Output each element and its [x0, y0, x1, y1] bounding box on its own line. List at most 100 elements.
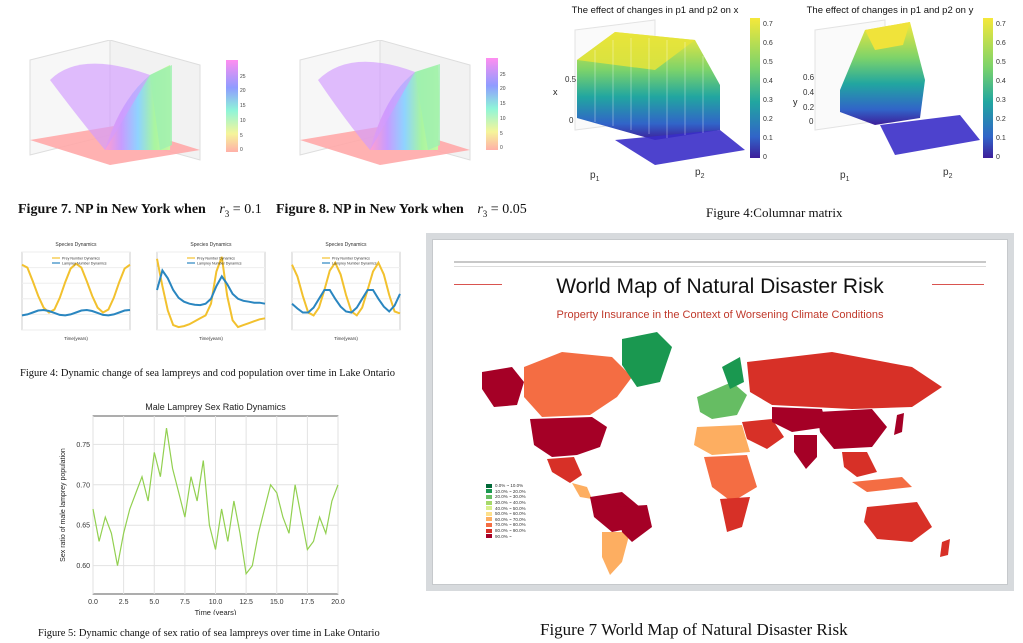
region-brazil: [617, 505, 652, 542]
region-central-america: [572, 483, 592, 499]
species-xlabel: Time(years): [199, 336, 223, 341]
species-panels: Species Dynamics Prey Number Dynamics Lamp…: [8, 238, 403, 348]
svg-text:0.2: 0.2: [803, 103, 815, 112]
map-legend-item: 80.0% ~ 90.0%: [486, 528, 526, 534]
svg-text:0.3: 0.3: [763, 97, 773, 104]
region-north-africa: [694, 425, 750, 455]
surface-colorbar-ticks: 25 20 15 10 5 0: [240, 74, 246, 153]
region-mexico: [547, 457, 582, 483]
species-xlabel: Time(years): [64, 336, 88, 341]
svg-text:0.1: 0.1: [763, 135, 773, 142]
x-tick-label: 15.0: [270, 599, 284, 606]
x-tick-label: 7.5: [180, 599, 190, 606]
bar3d-y-floor: [880, 115, 980, 155]
species-chart-3: Species Dynamics Prey Number DynamicsLamp…: [291, 242, 401, 341]
species-series-line: [21, 308, 131, 317]
svg-text:0.4: 0.4: [803, 88, 815, 97]
map-legend-swatch: [486, 511, 492, 516]
map-title-rule-left: [454, 284, 502, 285]
map-legend-swatch: [486, 522, 492, 527]
map-legend-label: 30.0% ~ 40.0%: [495, 500, 526, 506]
svg-text:0.3: 0.3: [996, 97, 1006, 104]
bar3d-y-block: [840, 22, 925, 125]
sex-ratio-series-line: [92, 428, 339, 576]
sex-ratio-xlabel: Time (years): [195, 608, 237, 615]
region-greenland: [622, 332, 672, 387]
region-central-africa: [704, 455, 757, 502]
surface-colorbar: [226, 60, 238, 152]
map-legend-swatch: [486, 489, 492, 494]
svg-text:0.2: 0.2: [996, 116, 1006, 123]
svg-text:0.4: 0.4: [763, 78, 773, 85]
world-map: [482, 332, 950, 575]
svg-text:0: 0: [569, 116, 574, 125]
surface-plot-r3-0.05: 25 20 15 10 5 0: [299, 40, 506, 165]
species-series-line: [291, 289, 401, 314]
region-australia: [864, 502, 932, 542]
svg-text:p1: p1: [840, 170, 850, 183]
species-legend-label: Prey Number Dynamics: [332, 257, 370, 261]
surface-plot-r3-0.1: 25 20 15 10 5 0: [29, 40, 246, 165]
y-tick-label: 0.75: [76, 442, 90, 449]
svg-text:25: 25: [240, 74, 246, 80]
species-series-line: [156, 256, 266, 329]
x-tick-label: 5.0: [149, 599, 159, 606]
map-legend: 0.0% ~ 10.0% 10.0% ~ 20.0% 20.0% ~ 30.0% 30…: [486, 483, 526, 539]
species-chart-1: Species Dynamics Prey Number DynamicsLamp…: [21, 242, 131, 341]
map-legend-label: 80.0% ~ 90.0%: [495, 528, 526, 534]
map-legend-swatch: [486, 528, 492, 533]
x-tick-label: 17.5: [301, 599, 315, 606]
region-russia: [747, 352, 942, 409]
bar3d-x: The effect of changes in p1 and p2 on x …: [553, 5, 773, 183]
x-tick-label: 12.5: [239, 599, 253, 606]
x-tick-label: 2.5: [119, 599, 129, 606]
map-legend-label: 20.0% ~ 30.0%: [495, 494, 526, 500]
svg-text:0.7: 0.7: [763, 21, 773, 28]
region-scandinavia: [722, 357, 744, 389]
region-europe: [697, 382, 747, 419]
svg-text:20: 20: [500, 86, 506, 92]
sex-ratio-title: Male Lamprey Sex Ratio Dynamics: [145, 402, 286, 412]
bar3d-x-title: The effect of changes in p1 and p2 on x: [572, 5, 739, 16]
map-legend-swatch: [486, 483, 492, 488]
svg-text:0.6: 0.6: [763, 40, 773, 47]
map-top-rule: [454, 261, 986, 263]
bar3d-x-p1: p1: [590, 170, 600, 183]
bar3d-x-floor: [615, 130, 745, 165]
map-legend-swatch: [486, 494, 492, 499]
map-legend-swatch: [486, 517, 492, 522]
map-legend-item: 90.0% ~: [486, 533, 526, 539]
region-japan: [894, 413, 904, 435]
species-legend-label: Prey Number Dynamics: [197, 257, 235, 261]
svg-text:20: 20: [240, 88, 246, 94]
region-canada: [524, 352, 632, 417]
species-legend-label: Lamprey Number Dynamics: [332, 262, 377, 266]
species-title: Species Dynamics: [325, 242, 367, 248]
x-tick-label: 0.0: [88, 599, 98, 606]
caption-fig7-np: Figure 7. NP in New York when r3 = 0.1: [18, 202, 262, 219]
svg-text:5: 5: [500, 131, 503, 137]
svg-text:5: 5: [240, 133, 243, 139]
species-chart-2: Species Dynamics Prey Number DynamicsLamp…: [156, 242, 266, 341]
map-legend-swatch: [486, 506, 492, 511]
svg-text:0.2: 0.2: [763, 116, 773, 123]
sex-ratio-chart: Male Lamprey Sex Ratio Dynamics 0.0 2.5 5.0…: [60, 402, 345, 615]
species-title: Species Dynamics: [55, 242, 97, 248]
map-legend-item: 0.0% ~ 10.0%: [486, 483, 526, 489]
map-title-rule-right: [932, 284, 984, 285]
species-series-line: [291, 260, 401, 317]
map-legend-item: 70.0% ~ 80.0%: [486, 522, 526, 528]
caption-fig5: Figure 5: Dynamic change of sex ratio of…: [38, 628, 380, 639]
svg-text:10: 10: [500, 116, 506, 122]
map-subtitle: Property Insurance in the Context of Wor…: [556, 309, 884, 321]
svg-text:p2: p2: [943, 167, 953, 180]
svg-text:0.6: 0.6: [996, 40, 1006, 47]
svg-text:0.5: 0.5: [565, 75, 577, 84]
map-legend-label: 90.0% ~: [495, 533, 512, 539]
caption-fig8-np: Figure 8. NP in New York when r3 = 0.05: [276, 202, 527, 219]
bar3d-y-title: The effect of changes in p1 and p2 on y: [807, 5, 974, 16]
caption-columnar: Figure 4:Columnar matrix: [706, 205, 843, 220]
species-series-line: [156, 268, 266, 307]
svg-text:0: 0: [809, 117, 814, 126]
svg-text:0.5: 0.5: [763, 59, 773, 66]
